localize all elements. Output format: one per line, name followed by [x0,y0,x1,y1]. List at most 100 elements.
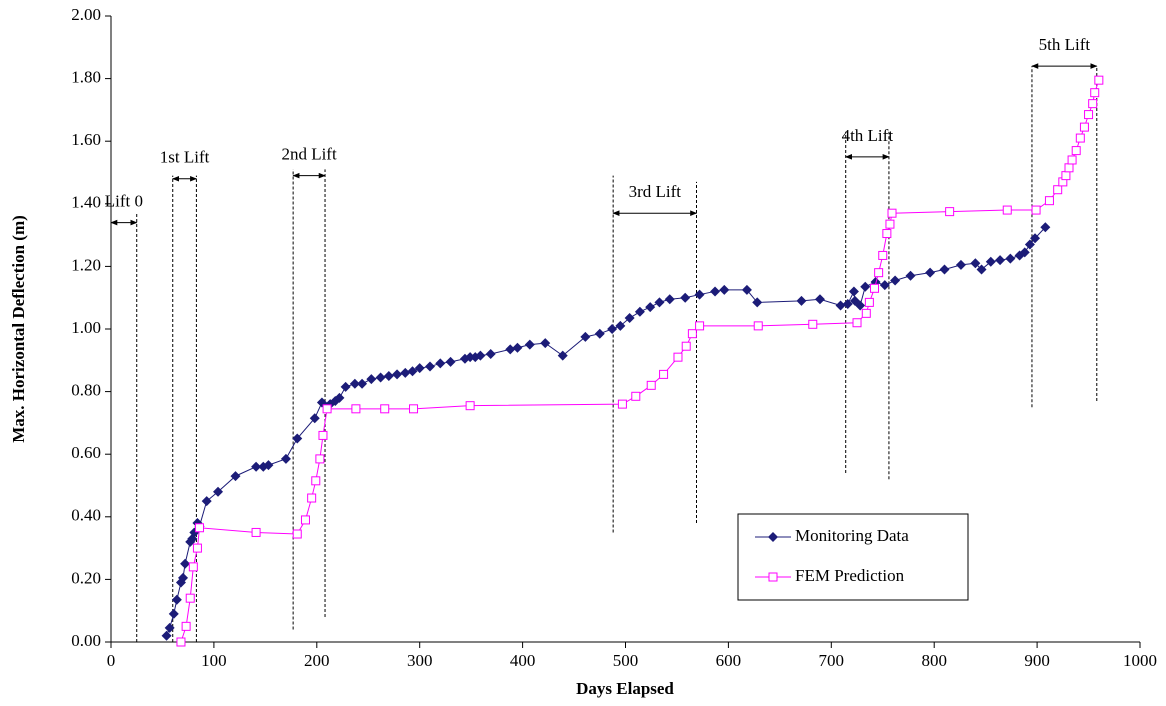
data-point [307,493,317,503]
x-tick-label: 500 [613,651,639,670]
legend-label: FEM Prediction [795,566,905,585]
data-point [882,229,892,239]
data-point [176,637,186,647]
legend-label: Monitoring Data [795,526,909,545]
x-tick-label: 900 [1024,651,1050,670]
y-tick-label: 1.60 [71,130,101,149]
data-point [213,486,224,497]
data-point [1014,250,1025,261]
data-point [1031,205,1041,215]
y-tick-label: 1.20 [71,255,101,274]
legend-marker [768,572,778,582]
data-point [615,320,626,331]
data-point [814,294,825,305]
data-point [680,292,691,303]
data-point [300,515,310,525]
data-point [1075,133,1085,143]
data-point [710,286,721,297]
data-point [409,404,419,414]
data-point [694,289,705,300]
y-tick-label: 1.00 [71,318,101,337]
data-point [1090,88,1100,98]
data-point [445,356,456,367]
data-point [315,454,325,464]
data-point [855,300,866,311]
data-point [878,250,888,260]
data-point [1044,196,1054,206]
data-point [861,308,871,318]
data-point [407,366,418,377]
data-point [870,283,880,293]
data-point [634,306,645,317]
x-tick-label: 0 [107,651,116,670]
data-point [1019,247,1030,258]
data-point [607,324,618,334]
data-point [178,572,189,583]
data-point [631,391,641,401]
x-tick-label: 400 [510,651,536,670]
data-point [540,338,551,349]
data-point [318,430,328,440]
data-point [475,350,486,361]
data-point [357,378,368,389]
data-point [1002,205,1012,215]
data-point [194,523,204,533]
x-tick-label: 800 [921,651,947,670]
data-point [351,404,361,414]
data-point [887,208,897,218]
data-point [171,594,182,605]
data-point [524,339,535,350]
data-point [848,286,859,297]
lift-label: 2nd Lift [281,145,337,164]
data-point [188,562,198,572]
data-point [465,401,475,411]
data-point [970,258,981,269]
data-point [340,381,351,392]
data-point [435,358,446,369]
data-point [334,392,345,403]
data-point [753,321,763,331]
data-point [263,460,274,471]
data-point [375,372,386,383]
data-point [664,294,675,305]
data-point [955,259,966,270]
data-point [485,349,496,360]
data-point [392,369,403,380]
data-point [512,342,523,353]
data-point [251,461,262,472]
data-point [741,284,752,295]
data-point [617,399,627,409]
data-point [414,363,425,374]
data-point [185,593,195,603]
data-point [1040,222,1051,233]
y-tick-label: 0.40 [71,506,101,525]
data-point [251,527,261,537]
data-point [424,361,435,372]
y-tick-label: 0.60 [71,443,101,462]
data-point [161,630,172,641]
data-point [1084,110,1094,120]
x-tick-label: 300 [407,651,433,670]
data-point [594,328,605,339]
data-point [309,413,320,424]
data-point [695,321,705,331]
data-point [164,622,175,633]
y-tick-label: 0.80 [71,381,101,400]
data-point [885,219,895,229]
legend-marker [768,532,778,542]
data-point [681,341,691,351]
y-tick-label: 0.20 [71,568,101,587]
data-point [939,264,950,275]
data-point [905,270,916,281]
lift-label: 1st Lift [160,148,210,167]
y-tick-label: 1.40 [71,193,101,212]
data-point [322,404,332,414]
data-point [280,453,291,464]
x-tick-label: 200 [304,651,330,670]
data-point [874,268,884,278]
data-point [181,621,191,631]
data-point [192,543,202,553]
data-point [890,275,901,286]
lift-label: 4th Lift [842,126,894,145]
data-point [808,319,818,329]
